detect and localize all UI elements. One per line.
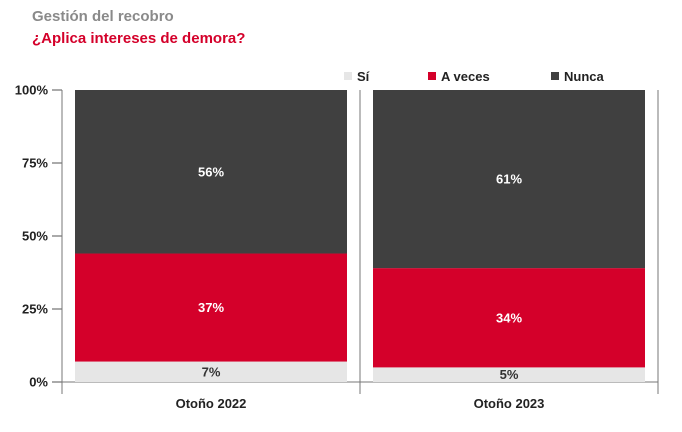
- chart-supertitle: Gestión del recobro: [32, 8, 174, 25]
- bar-segment: [373, 90, 645, 269]
- legend-swatch: [344, 72, 352, 80]
- data-label: 34%: [496, 310, 522, 325]
- data-labels: 7% 37% 56% 5% 34% 61%: [198, 164, 522, 382]
- bars: [75, 90, 645, 382]
- data-label: 56%: [198, 164, 224, 179]
- x-category-label: Otoño 2023: [474, 396, 545, 411]
- legend-label: A veces: [441, 69, 490, 84]
- bar-segment: [75, 361, 347, 382]
- y-tick-label: 50%: [22, 229, 48, 244]
- axes: 0% 25% 50% 75% 100% Otoño 2022 Otoño 2023: [15, 83, 659, 411]
- legend-swatch: [428, 72, 436, 80]
- data-label: 5%: [500, 367, 519, 382]
- bar-segment: [75, 253, 347, 362]
- y-tick-label: 25%: [22, 302, 48, 317]
- y-tick-label: 100%: [15, 83, 49, 98]
- bar-segment: [373, 367, 645, 382]
- bar-segment: [75, 90, 347, 254]
- data-label: 61%: [496, 172, 522, 187]
- bar-segment: [373, 268, 645, 368]
- y-tick-label: 0%: [29, 375, 48, 390]
- legend-swatch: [551, 72, 559, 80]
- legend-label: Sí: [357, 69, 370, 84]
- x-category-label: Otoño 2022: [176, 396, 247, 411]
- chart-title: ¿Aplica intereses de demora?: [32, 30, 246, 47]
- y-tick-label: 75%: [22, 156, 48, 171]
- data-label: 7%: [202, 364, 221, 379]
- data-label: 37%: [198, 300, 224, 315]
- legend: Sí A veces Nunca: [344, 69, 605, 84]
- legend-label: Nunca: [564, 69, 605, 84]
